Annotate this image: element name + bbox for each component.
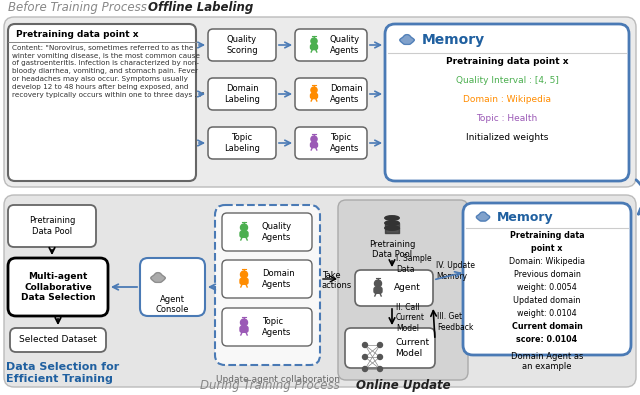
Ellipse shape xyxy=(385,216,399,220)
Text: Multi-agent
Collaborative
Data Selection: Multi-agent Collaborative Data Selection xyxy=(20,272,95,302)
FancyBboxPatch shape xyxy=(374,287,382,293)
Text: Offline Labeling: Offline Labeling xyxy=(148,1,253,14)
Circle shape xyxy=(311,38,317,44)
FancyBboxPatch shape xyxy=(295,127,367,159)
Text: Online Update: Online Update xyxy=(356,379,451,392)
Polygon shape xyxy=(151,273,165,282)
Text: Quality Interval : [4, 5]: Quality Interval : [4, 5] xyxy=(456,76,559,85)
Text: IV. Update
Memory: IV. Update Memory xyxy=(436,261,475,281)
Text: Pretraining data point x: Pretraining data point x xyxy=(445,57,568,66)
FancyBboxPatch shape xyxy=(310,142,317,148)
FancyBboxPatch shape xyxy=(10,328,106,352)
Text: Pretraining
Data Pool: Pretraining Data Pool xyxy=(29,216,75,236)
FancyBboxPatch shape xyxy=(310,93,317,99)
Text: II. Call
Current
Model: II. Call Current Model xyxy=(396,303,425,333)
FancyBboxPatch shape xyxy=(295,29,367,61)
FancyBboxPatch shape xyxy=(4,17,636,187)
FancyBboxPatch shape xyxy=(385,24,629,181)
FancyBboxPatch shape xyxy=(8,258,108,316)
Circle shape xyxy=(241,224,248,231)
Text: Current
Model: Current Model xyxy=(395,338,429,358)
FancyBboxPatch shape xyxy=(463,203,631,355)
Text: Before Training Process: Before Training Process xyxy=(8,1,150,14)
FancyBboxPatch shape xyxy=(140,258,205,316)
FancyBboxPatch shape xyxy=(4,195,636,387)
Text: Quality
Agents: Quality Agents xyxy=(262,222,292,242)
Text: Initialized weights: Initialized weights xyxy=(466,133,548,142)
Text: Topic
Labeling: Topic Labeling xyxy=(224,133,260,153)
FancyBboxPatch shape xyxy=(8,24,196,181)
FancyBboxPatch shape xyxy=(345,328,435,368)
FancyBboxPatch shape xyxy=(222,260,312,298)
FancyBboxPatch shape xyxy=(240,326,248,332)
Text: Pretraining data point x: Pretraining data point x xyxy=(16,30,138,39)
Text: Domain : Wikipedia: Domain : Wikipedia xyxy=(463,95,551,104)
Text: Domain Agent as
an example: Domain Agent as an example xyxy=(511,352,583,371)
Circle shape xyxy=(241,271,248,278)
Text: Topic
Agents: Topic Agents xyxy=(262,317,291,337)
Circle shape xyxy=(241,319,248,326)
Circle shape xyxy=(378,367,383,372)
FancyBboxPatch shape xyxy=(208,29,276,61)
Text: Domain
Agents: Domain Agents xyxy=(262,269,294,289)
FancyBboxPatch shape xyxy=(222,308,312,346)
FancyBboxPatch shape xyxy=(295,78,367,110)
Text: Efficient Training: Efficient Training xyxy=(6,374,113,384)
Circle shape xyxy=(378,354,383,359)
Text: Memory: Memory xyxy=(422,33,485,47)
Text: Content: "Norovirus, sometimes referred to as the
winter vomiting disease, is th: Content: "Norovirus, sometimes referred … xyxy=(12,45,205,98)
Text: Take
actions: Take actions xyxy=(322,271,352,290)
Text: Domain
Labeling: Domain Labeling xyxy=(224,84,260,104)
Circle shape xyxy=(374,280,381,287)
Ellipse shape xyxy=(385,226,399,230)
FancyBboxPatch shape xyxy=(240,231,248,237)
Text: Topic : Health: Topic : Health xyxy=(476,114,538,123)
Text: Topic
Agents: Topic Agents xyxy=(330,133,360,153)
FancyBboxPatch shape xyxy=(240,278,248,284)
FancyBboxPatch shape xyxy=(215,205,320,365)
FancyBboxPatch shape xyxy=(208,78,276,110)
Text: Memory: Memory xyxy=(497,211,554,224)
Text: Previous domain: Previous domain xyxy=(513,270,580,279)
FancyBboxPatch shape xyxy=(222,213,312,251)
Polygon shape xyxy=(476,212,490,221)
Text: Domain
Agents: Domain Agents xyxy=(330,84,363,104)
Circle shape xyxy=(311,87,317,93)
Circle shape xyxy=(362,367,367,372)
FancyBboxPatch shape xyxy=(8,205,96,247)
Text: point x: point x xyxy=(531,244,563,253)
Circle shape xyxy=(378,342,383,348)
Text: score: 0.0104: score: 0.0104 xyxy=(516,335,577,344)
Text: Selected Dataset: Selected Dataset xyxy=(19,335,97,344)
Circle shape xyxy=(362,354,367,359)
Circle shape xyxy=(311,136,317,142)
Polygon shape xyxy=(400,35,414,44)
Text: weight: 0.0054: weight: 0.0054 xyxy=(517,283,577,292)
Text: I. Sample
Data: I. Sample Data xyxy=(396,254,431,274)
Text: Quality
Agents: Quality Agents xyxy=(330,35,360,55)
Text: Data Selection for: Data Selection for xyxy=(6,362,119,372)
Text: Domain: Wikipedia: Domain: Wikipedia xyxy=(509,257,585,266)
Text: Current domain: Current domain xyxy=(511,322,582,331)
Text: Pretraining
Data Pool: Pretraining Data Pool xyxy=(369,240,415,260)
Ellipse shape xyxy=(385,221,399,225)
Text: weight: 0.0104: weight: 0.0104 xyxy=(517,309,577,318)
Text: Updated domain: Updated domain xyxy=(513,296,580,305)
FancyBboxPatch shape xyxy=(355,270,433,306)
Text: During Training Process: During Training Process xyxy=(200,379,344,392)
FancyBboxPatch shape xyxy=(208,127,276,159)
Text: Pretraining data: Pretraining data xyxy=(509,231,584,240)
Circle shape xyxy=(362,342,367,348)
Text: III. Get
Feedback: III. Get Feedback xyxy=(437,312,474,332)
FancyBboxPatch shape xyxy=(338,200,468,380)
FancyBboxPatch shape xyxy=(310,44,317,50)
Text: Agent: Agent xyxy=(394,284,421,293)
Text: Quality
Scoring: Quality Scoring xyxy=(226,35,258,55)
Text: Update agent collaboration: Update agent collaboration xyxy=(216,375,340,384)
Text: Agent
Console: Agent Console xyxy=(156,295,189,314)
